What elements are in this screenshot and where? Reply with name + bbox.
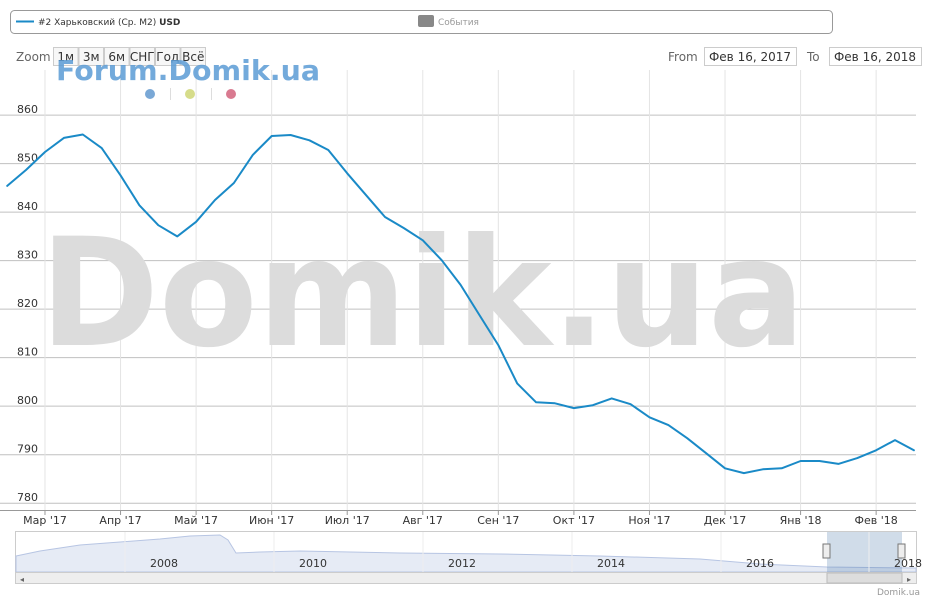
y-tick-label: 860 — [17, 103, 38, 116]
y-tick-label: 850 — [17, 152, 38, 165]
zoom-button-label: Год — [156, 50, 179, 64]
dot — [185, 89, 195, 99]
zoom-button-label: 3м — [83, 50, 100, 64]
zoom-button[interactable] — [129, 47, 155, 66]
zoom-button-label: СНГ — [130, 50, 155, 64]
background — [0, 70, 916, 515]
series-line — [6, 133, 915, 475]
x-tick-label: Окт '17 — [553, 514, 595, 527]
legend-item[interactable]: События — [438, 18, 479, 28]
scroll-arrow[interactable]: ◂ — [20, 575, 24, 584]
x-tick-label: Апр '17 — [99, 514, 141, 527]
navigator-label: 2018 — [894, 557, 922, 570]
x-tick-label: Дек '17 — [704, 514, 747, 527]
navigator-handle[interactable] — [897, 543, 906, 559]
x-tick-label: Сен '17 — [477, 514, 519, 527]
navigator-label: 2016 — [746, 557, 774, 570]
dot — [145, 89, 155, 99]
navigator-series — [15, 534, 917, 573]
zoom-button[interactable] — [155, 47, 181, 66]
legend-symbol — [418, 15, 434, 27]
zoom-button-label: Всё — [182, 50, 204, 64]
y-tick-label: 790 — [17, 443, 38, 456]
zoom-button[interactable] — [78, 47, 104, 66]
y-tick-label: 830 — [17, 249, 38, 262]
navigator-label: 2010 — [299, 557, 327, 570]
x-tick-label: Авг '17 — [403, 514, 443, 527]
watermark-big: Domik.ua — [40, 207, 805, 381]
credit: Domik.ua — [877, 588, 920, 598]
x-tick-label: Ноя '17 — [628, 514, 670, 527]
legend-unit: USD — [159, 18, 180, 28]
zoom-label: Zoom — [16, 50, 51, 64]
from-label: From — [668, 50, 698, 64]
navigator-handle[interactable] — [822, 543, 831, 559]
zoom-button-label: 1м — [57, 50, 74, 64]
dot — [226, 89, 236, 99]
scrollbar[interactable] — [15, 572, 917, 584]
to-label: To — [806, 50, 820, 64]
navigator-selection[interactable] — [827, 532, 902, 572]
plot-area — [0, 70, 916, 510]
to-date: Фев 16, 2018 — [834, 50, 916, 64]
zoom-button[interactable] — [104, 47, 130, 66]
legend-name: #2 Харьковский (Ср. М2) — [38, 18, 156, 28]
y-tick-label: 820 — [17, 297, 38, 310]
y-tick-label: 780 — [17, 491, 38, 504]
x-tick-label: Мар '17 — [23, 514, 67, 527]
y-tick-label: 810 — [17, 346, 38, 359]
watermark-small: Forum.Domik.ua — [56, 54, 320, 87]
from-date: Фев 16, 2017 — [709, 50, 791, 64]
y-tick-label: 840 — [17, 200, 38, 213]
y-tick-label: 800 — [17, 394, 38, 407]
x-tick-label: Июл '17 — [325, 514, 370, 527]
scrollbar-thumb[interactable] — [826, 572, 903, 584]
navigator-label: 2008 — [150, 557, 178, 570]
zoom-button[interactable] — [53, 47, 79, 66]
zoom-button[interactable] — [180, 47, 206, 66]
scroll-arrow[interactable]: ▸ — [907, 575, 911, 584]
x-tick-label: Июн '17 — [249, 514, 294, 527]
from-input[interactable] — [704, 47, 797, 66]
navigator-label: 2012 — [448, 557, 476, 570]
legend-item[interactable]: #2 Харьковский (Ср. М2) USD — [38, 18, 180, 28]
x-tick-label: Фев '18 — [855, 514, 898, 527]
navigator-label: 2014 — [597, 557, 625, 570]
zoom-button-label: 6м — [108, 50, 125, 64]
x-tick-label: Май '17 — [174, 514, 218, 527]
to-input[interactable] — [829, 47, 922, 66]
x-tick-label: Янв '18 — [780, 514, 822, 527]
